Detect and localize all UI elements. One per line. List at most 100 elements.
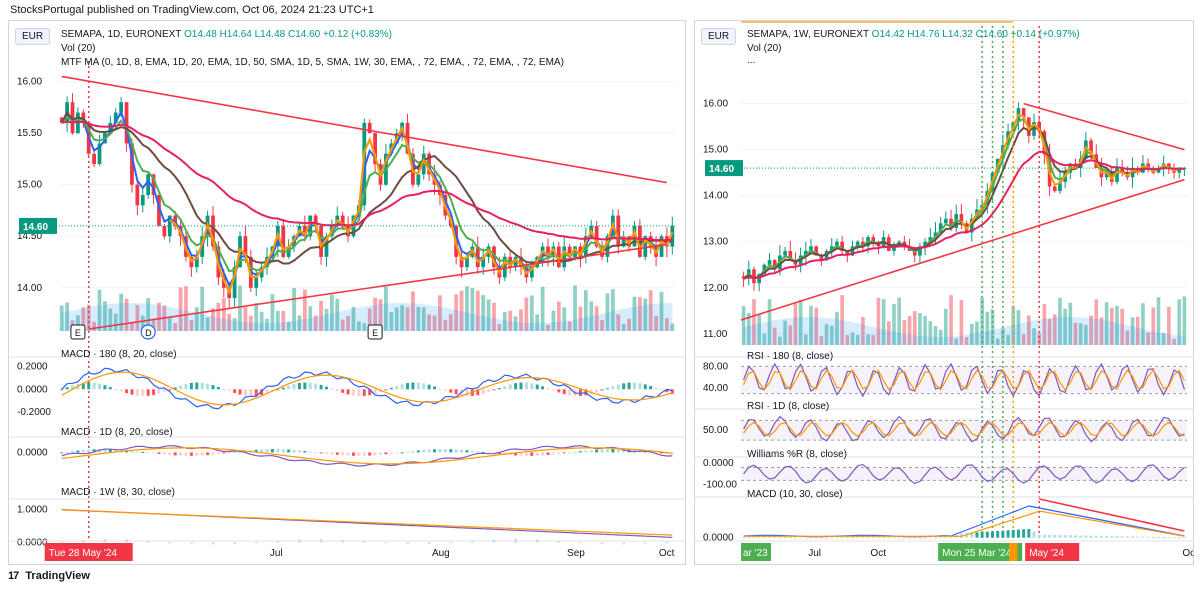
histogram-bar [254,449,258,453]
volume-bar [1135,316,1140,345]
histogram-bar [276,540,280,543]
macd-1d-legend[interactable]: MACD · 1D (8, 20, close) [61,427,173,438]
volume-bar [627,318,631,331]
daily-chart-panel[interactable]: 14.00 14.50 15.00 15.50 16.00 14.60 E D E 0.2000 0… [8,20,686,565]
candle-body [850,246,855,256]
histogram-bar [487,452,491,454]
volume-bar [481,295,486,331]
histogram-bar [1105,535,1109,538]
volume-bar [384,286,388,331]
candle-body [211,215,215,247]
mtf-ma-legend[interactable]: MTF MA (0, 1D, 8, EMA, 1D, 20, EMA, 1D, … [61,57,564,68]
volume-bar [610,289,615,331]
volume-bar [886,321,891,345]
volume-bar [1146,332,1150,345]
histogram-bar [81,449,85,453]
volume-legend[interactable]: Vol (20) [61,43,96,54]
ohlc-values: O14.48 H14.64 L14.48 C14.60 [184,29,321,40]
histogram-bar [562,452,566,454]
macd-legend[interactable]: MACD (10, 30, close) [747,489,843,500]
volume-bar [1115,306,1119,345]
candle-body [167,215,172,237]
candle-body [124,102,129,144]
histogram-bar [297,383,301,390]
volume-bar [508,310,513,331]
trendline-upper [61,75,668,184]
candle-body [162,225,167,237]
histogram-bar [281,387,285,390]
histogram-bar [168,389,172,391]
candle-body [492,246,496,268]
histogram-bar [497,388,501,390]
histogram-bar [568,389,572,396]
williams-legend[interactable]: Williams %R (8, close) [747,449,848,460]
histogram-bar [416,382,420,390]
volume-bar [1032,328,1036,345]
histogram-bar [557,540,561,543]
candle-body [151,174,156,195]
volume-bar [1161,332,1166,345]
histogram-bar [809,537,813,539]
histogram-bar [211,385,215,390]
event-marker-label: E [372,328,378,338]
currency-label[interactable]: EUR [15,28,51,45]
weekly-chart-svg: 11.00 12.00 13.00 14.00 15.00 16.00 14.60 80.00… [695,21,1193,561]
earnings-marker-icon [70,324,86,340]
rsi-1d-legend[interactable]: RSI · 1D (8, close) [747,401,830,412]
histogram-bar [254,389,258,396]
candle-body [1089,140,1093,155]
histogram-bar [508,384,512,390]
volume-bar [221,298,226,331]
rsi-180-legend[interactable]: RSI · 180 (8, close) [747,351,834,362]
more-indicators[interactable]: ... [747,55,756,66]
macd-1w-legend[interactable]: MACD · 1W (8, 30, close) [61,487,175,498]
symbol-title[interactable]: SEMAPA, 1D, EURONEXT [61,29,182,40]
volume-bar [1016,310,1021,345]
volume-bar [502,312,507,331]
last-price-tag-text: 14.60 [23,222,48,233]
volume-bar [232,318,237,331]
candle-body [944,218,948,224]
volume-bar [259,311,264,331]
histogram-bar [622,449,626,453]
volume-legend[interactable]: Vol (20) [747,43,782,54]
candle-body [194,256,199,268]
volume-bar [151,318,156,331]
volume-bar [835,311,839,345]
volume-bar [824,324,829,345]
trendline-lower [740,178,1185,321]
volume-bar [654,315,658,331]
histogram-bar [265,449,269,453]
candle-body [243,236,248,257]
currency-label[interactable]: EUR [701,28,737,45]
volume-bar [746,313,751,345]
volume-bar [194,307,199,331]
oscillator-band [741,420,1187,441]
volume-bar [302,289,307,331]
volume-bar [243,307,248,331]
oscillator-axis-tick: 80.00 [703,361,728,372]
time-axis-tick: Aug [432,548,450,559]
candle-body [324,236,329,257]
volume-bar [265,318,269,331]
histogram-bar [600,389,604,391]
volume-bar [357,321,361,331]
volume-bar [362,323,367,331]
tradingview-brand[interactable]: 17 TradingView [8,570,90,582]
macd-1d-line [61,445,673,467]
histogram-bar [928,537,932,539]
macd-180-legend[interactable]: MACD · 180 (8, 20, close) [61,349,177,360]
volume-bar [389,312,394,331]
symbol-title[interactable]: SEMAPA, 1W, EURONEXT [747,29,869,40]
histogram-bar [416,450,420,453]
histogram-bar [659,389,663,391]
histogram-bar [368,389,372,396]
volume-bar [944,308,948,345]
volume-bar [76,315,80,331]
histogram-bar [492,389,496,391]
weekly-chart-panel[interactable]: 11.00 12.00 13.00 14.00 15.00 16.00 14.60 80.00… [694,20,1194,565]
volume-bar [788,325,793,345]
histogram-bar [233,389,237,393]
histogram-bar [589,389,593,395]
histogram-bar [1079,535,1083,538]
